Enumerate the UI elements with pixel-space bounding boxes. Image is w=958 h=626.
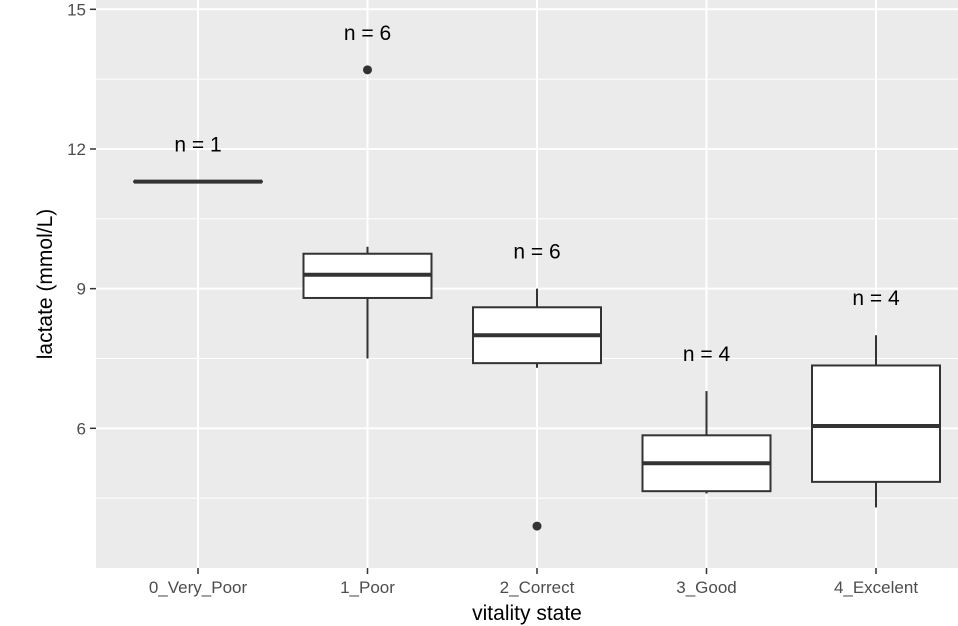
x-axis-title: vitality state bbox=[472, 602, 582, 625]
x-tick-label: 0_Very_Poor bbox=[149, 578, 248, 597]
box-0_Very_Poor: n = 1 bbox=[133, 134, 263, 184]
y-axis-title: lactate (mmol/L) bbox=[34, 209, 57, 360]
x-tick-label: 1_Poor bbox=[340, 578, 395, 597]
y-axis: 6 9 12 15 bbox=[67, 0, 96, 438]
outlier-point bbox=[363, 65, 372, 75]
n-label: n = 4 bbox=[683, 343, 731, 366]
box-rect bbox=[811, 364, 941, 483]
n-label: n = 1 bbox=[174, 134, 221, 157]
x-tick-label: 4_Excelent bbox=[834, 578, 918, 597]
box-3_Good: n = 4 bbox=[641, 343, 772, 494]
box-1_Poor: n = 6 bbox=[302, 22, 433, 359]
n-label: n = 6 bbox=[513, 241, 560, 264]
y-tick-label: 6 bbox=[77, 419, 86, 438]
x-axis: 0_Very_Poor 1_Poor 2_Correct 3_Good 4_Excele… bbox=[149, 568, 918, 597]
x-tick-label: 3_Good bbox=[676, 578, 737, 597]
n-label: n = 4 bbox=[852, 287, 900, 310]
boxes: n = 1 n = 6 n = 6 n = 4 n = 4 bbox=[133, 22, 941, 531]
minor-gridlines bbox=[96, 78, 958, 499]
box-4_Excelent: n = 4 bbox=[811, 287, 941, 508]
n-label: n = 6 bbox=[344, 22, 391, 45]
y-tick-label: 12 bbox=[67, 140, 86, 159]
y-tick-label: 9 bbox=[77, 280, 86, 299]
box-2_Correct: n = 6 bbox=[472, 241, 602, 531]
y-tick-label: 15 bbox=[67, 0, 86, 19]
x-tick-label: 2_Correct bbox=[500, 578, 575, 597]
outlier-point bbox=[532, 521, 542, 531]
